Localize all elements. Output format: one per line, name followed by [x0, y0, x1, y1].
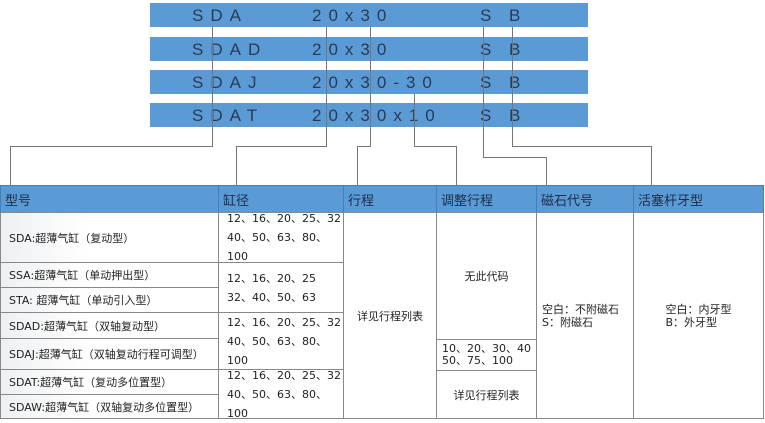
- bore-cell: 12、16、20、25、32 40、50、63、80、100: [218, 212, 344, 263]
- code-magnet: S: [480, 73, 499, 92]
- header-model: 型号: [0, 185, 219, 213]
- adjust-values-cell: 10、20、30、40 50、75、100: [436, 339, 537, 371]
- bore-cell: 12、16、20、25 32、40、50、63: [218, 262, 344, 313]
- adjust-see-cell: 详见行程列表: [436, 370, 537, 419]
- model-cell: SDAW:超薄气缸（双轴复动多位置型）: [0, 394, 219, 419]
- bore-cell: 12、16、20、25、32 40、50、63、80、100: [218, 369, 344, 420]
- header-stroke: 行程: [343, 185, 437, 213]
- code-size: 20x30x10: [312, 106, 442, 125]
- code-rod: B: [509, 6, 528, 25]
- code-model: SDAD: [192, 40, 268, 59]
- model-cell: SDAD:超薄气缸（双轴复动型）: [0, 312, 219, 339]
- code-bar-sda: SDA 20x30 S B: [150, 3, 588, 27]
- code-bar-sdad: SDAD 20x30 S B: [150, 37, 588, 61]
- code-size: 20x30-30: [312, 73, 439, 92]
- code-model: SDA: [192, 6, 248, 25]
- model-cell: SSA:超薄气缸（单动押出型）: [0, 262, 219, 288]
- model-cell: SDAT:超薄气缸（复动多位置型）: [0, 369, 219, 395]
- code-bar-sdaj: SDAJ 20x30-30 S B: [150, 70, 588, 94]
- adjust-none-cell: 无此代码: [436, 212, 537, 340]
- header-rod: 活塞杆牙型: [633, 185, 764, 213]
- code-magnet: S: [480, 106, 499, 125]
- code-magnet: S: [480, 6, 499, 25]
- code-size: 20x30: [312, 40, 394, 59]
- code-rod: B: [509, 40, 528, 59]
- magnet-cell: 空白：不附磁石 S：附磁石: [536, 212, 634, 419]
- code-model: SDAJ: [192, 73, 264, 92]
- code-rod: B: [509, 73, 528, 92]
- rod-cell: 空白：内牙型 B：外牙型: [633, 212, 764, 419]
- code-magnet: S: [480, 40, 499, 59]
- model-cell: SDA:超薄气缸（复动型）: [0, 212, 219, 263]
- code-bar-sdat: SDAT 20x30x10 S B: [150, 103, 588, 127]
- model-cell: STA: 超薄气缸（单动引入型）: [0, 287, 219, 313]
- bore-cell: 12、16、20、25、32 40、50、63、80、100: [218, 312, 344, 370]
- code-model: SDAT: [192, 106, 265, 125]
- model-cell: SDAJ:超薄气缸（双轴复动行程可调型）: [0, 338, 219, 370]
- code-size: 20x30: [312, 6, 394, 25]
- header-magnet: 磁石代号: [536, 185, 634, 213]
- code-rod: B: [509, 106, 528, 125]
- stroke-cell: 详见行程列表: [343, 212, 437, 419]
- header-adjust: 调整行程: [436, 185, 537, 213]
